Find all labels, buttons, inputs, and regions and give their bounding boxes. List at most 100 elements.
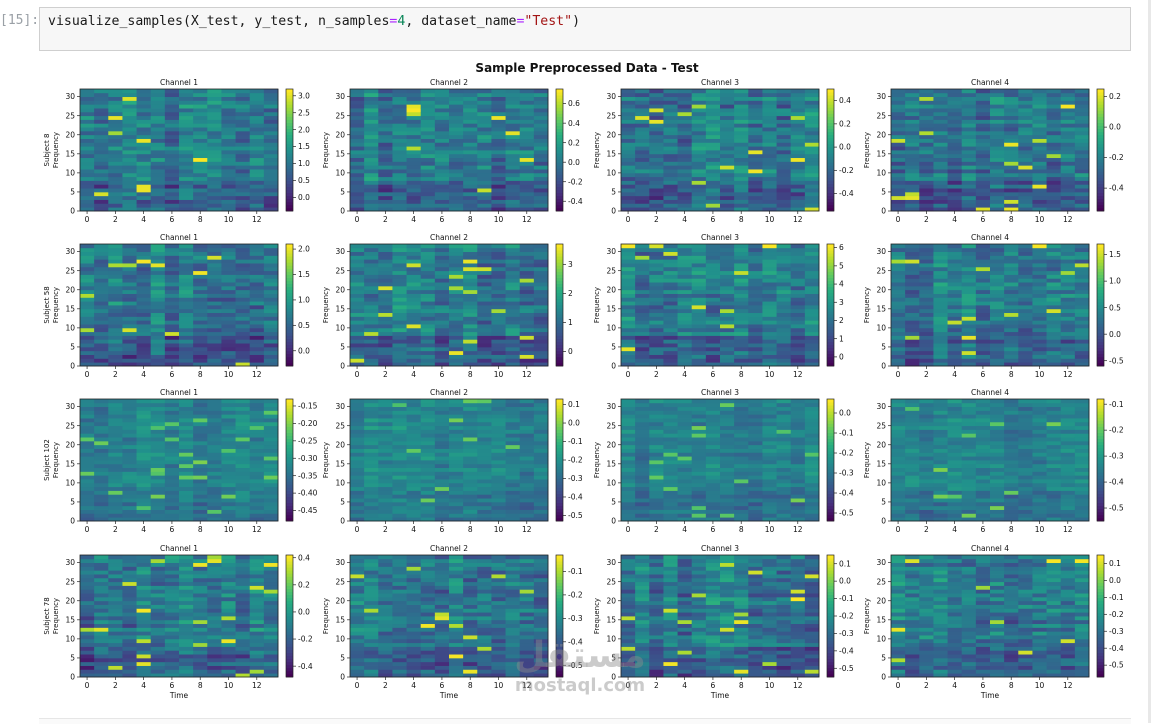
heatmap-cell [621,154,636,158]
heatmap-cell [990,146,1005,150]
heatmap-cell [193,324,208,328]
heatmap-cell [1018,297,1033,301]
colorbar-segment [827,271,834,274]
heatmap-cell [1032,316,1047,320]
y-tick-label: 15 [876,149,886,158]
heatmap-cell [762,259,777,263]
heatmap-cell [905,290,920,294]
heatmap-cell [350,116,365,120]
heatmap-cell [621,150,636,154]
heatmap-cell [506,336,521,340]
x-tick-label: 2 [383,215,388,224]
heatmap-cell [137,502,152,506]
heatmap-cell [80,127,95,131]
heatmap-cell [1018,154,1033,158]
heatmap-cell [179,328,194,332]
heatmap-cell [207,282,222,286]
heatmap-cell [621,192,636,196]
heatmap-cell [463,320,478,324]
heatmap-cell [477,184,492,188]
heatmap-cell [678,313,693,317]
heatmap-cell [477,139,492,143]
heatmap-cell [678,343,693,347]
heatmap-cell [80,89,95,93]
heatmap-cell [364,479,379,483]
heatmap-cell [122,433,137,437]
x-tick-label: 10 [765,215,775,224]
heatmap-cell [976,275,991,279]
heatmap-cell [463,139,478,143]
heatmap-cell [734,301,749,305]
colorbar-tick-label: 0.0 [1109,330,1121,339]
heatmap-cell [463,116,478,120]
heatmap-cell [193,407,208,411]
heatmap-cell [179,294,194,298]
heatmap-cell [491,339,506,343]
heatmap-cell [137,324,152,328]
heatmap-cell [207,89,222,93]
heatmap-cell [378,301,393,305]
heatmap-cell [1018,244,1033,248]
heatmap-cell [137,177,152,181]
heatmap-cell [990,343,1005,347]
heatmap-cell [250,324,265,328]
heatmap-cell [891,169,906,173]
heatmap-cell [80,146,95,150]
heatmap-cell [506,184,521,188]
heatmap-cell [151,475,166,479]
heatmap-cell [193,282,208,286]
heatmap-cell [94,449,109,453]
heatmap-cell [990,154,1005,158]
heatmap-cell [108,510,123,514]
heatmap-cell [165,475,180,479]
heatmap-cell [1032,158,1047,162]
colorbar-segment [556,116,563,119]
heatmap-cell [350,192,365,196]
heatmap-cell [264,271,279,275]
heatmap-cell [193,343,208,347]
colorbar-segment [556,205,563,208]
heatmap-cell [720,169,735,173]
heatmap-cell [221,177,236,181]
heatmap-cell [250,316,265,320]
heatmap-cell [122,452,137,456]
heatmap-cell [734,248,749,252]
heatmap-cell [80,123,95,127]
colorbar-segment [556,299,563,302]
heatmap-cell [264,139,279,143]
heatmap-cell [990,347,1005,351]
colorbar-segment [1097,126,1104,129]
heatmap-cell [635,154,650,158]
heatmap-cell [678,309,693,313]
heatmap-cell [791,282,806,286]
heatmap-cell [463,89,478,93]
heatmap-cell [378,313,393,317]
heatmap-cell [477,123,492,127]
heatmap-cell [734,93,749,97]
heatmap-cell [221,498,236,502]
heatmap-cell [919,286,934,290]
heatmap-cell [990,297,1005,301]
heatmap-cell [350,449,365,453]
heatmap-cell [1061,100,1076,104]
x-tick-label: 8 [739,370,744,379]
heatmap-cell [80,491,95,495]
heatmap-cell [179,139,194,143]
heatmap-cell [151,150,166,154]
heatmap-cell [678,351,693,355]
heatmap-cell [1075,158,1090,162]
heatmap-cell [1061,290,1076,294]
colorbar-segment [827,357,834,360]
heatmap-cell [520,358,535,362]
heatmap-cell [621,200,636,204]
heatmap-cell [80,433,95,437]
colorbar-segment [286,174,293,177]
heatmap-cell [165,437,180,441]
heatmap-cell [748,286,763,290]
x-tick-label: 12 [522,215,532,224]
heatmap-cell [734,177,749,181]
heatmap-cell [1075,139,1090,143]
heatmap-cell [250,290,265,294]
heatmap-cell [791,305,806,309]
heatmap-cell [1061,332,1076,336]
